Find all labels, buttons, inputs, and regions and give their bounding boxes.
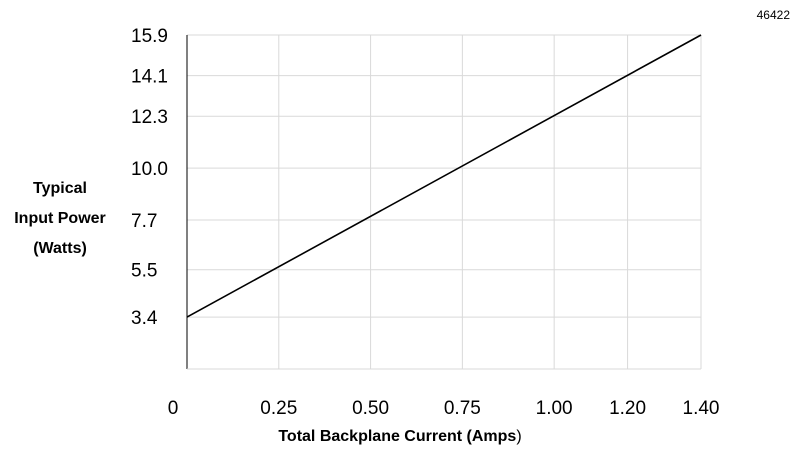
y-tick-label: 15.9 bbox=[131, 26, 168, 47]
y-tick-label: 12.3 bbox=[131, 107, 168, 128]
y-axis-label-line-1: Typical bbox=[33, 180, 87, 197]
x-tick-label: 1.40 bbox=[683, 398, 720, 419]
y-tick-label: 10.0 bbox=[131, 159, 168, 180]
x-axis-label-main: Total Backplane Current (Amps bbox=[278, 428, 517, 445]
x-tick-label: 0.25 bbox=[260, 398, 297, 419]
x-tick-label: 0.75 bbox=[444, 398, 481, 419]
y-tick-label: 14.1 bbox=[131, 67, 168, 88]
x-tick-label: 1.00 bbox=[536, 398, 573, 419]
x-axis-label-tail: ) bbox=[516, 428, 522, 445]
y-axis-label-line-2: Input Power bbox=[14, 210, 106, 227]
figure-code: 46422 bbox=[756, 8, 790, 22]
y-axis-label: Typical Input Power (Watts) bbox=[0, 174, 120, 264]
x-tick-label: 0.50 bbox=[352, 398, 389, 419]
y-tick-label: 7.7 bbox=[131, 211, 157, 232]
x-tick-label: 0 bbox=[168, 398, 179, 419]
y-tick-label: 3.4 bbox=[131, 308, 158, 329]
x-axis-label: Total Backplane Current (Amps) bbox=[0, 428, 800, 446]
series-line bbox=[186, 34, 702, 318]
y-tick-label: 5.5 bbox=[131, 261, 157, 282]
x-tick-label: 1.20 bbox=[609, 398, 646, 419]
y-axis-label-line-3: (Watts) bbox=[33, 240, 87, 257]
